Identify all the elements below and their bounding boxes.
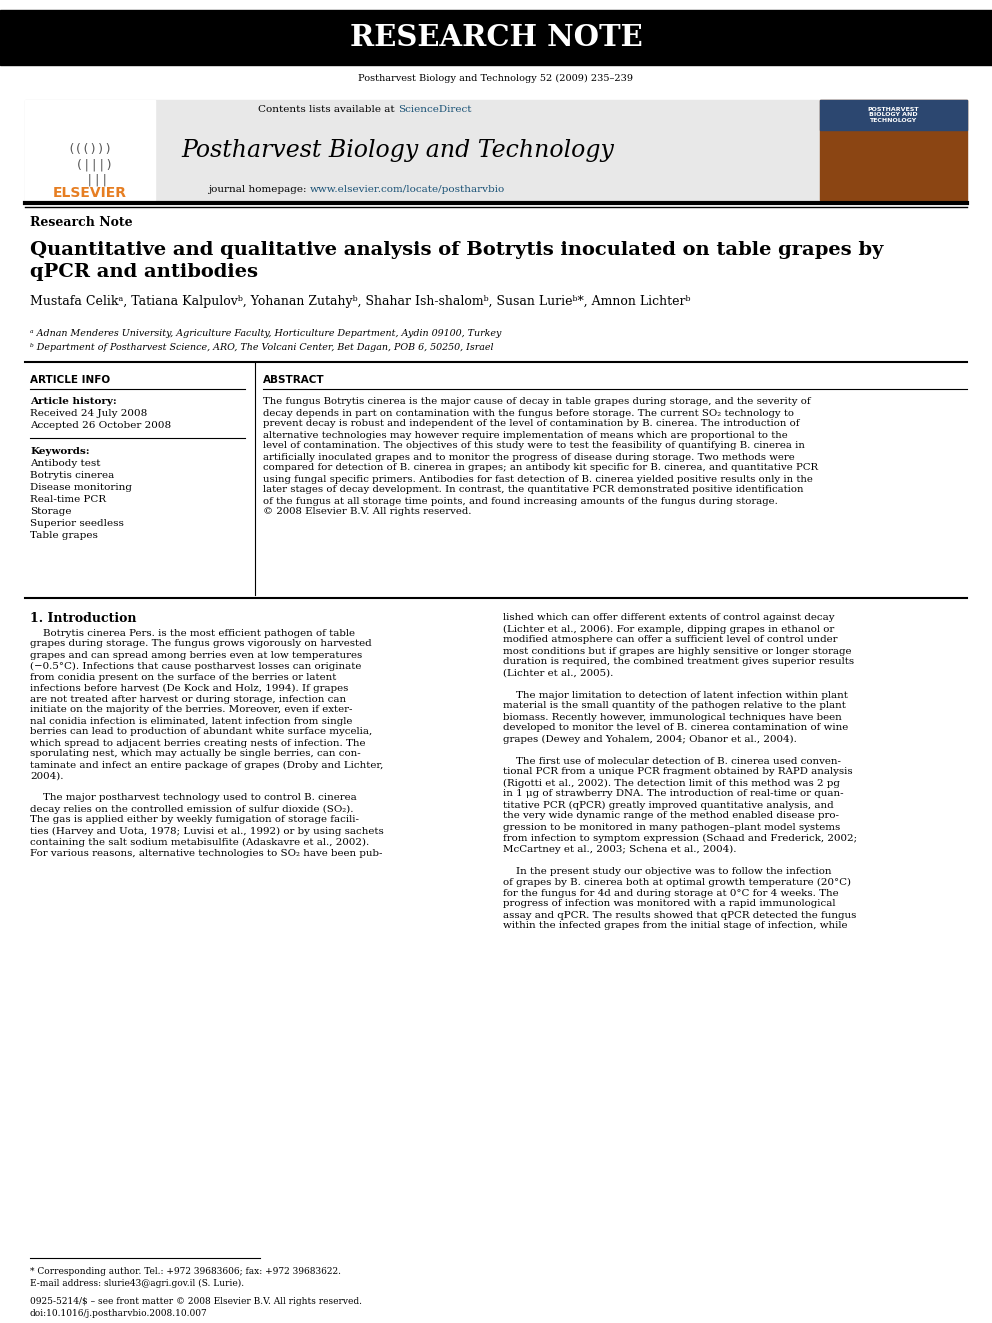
Text: using fungal specific primers. Antibodies for fast detection of B. cinerea yield: using fungal specific primers. Antibodie… — [263, 475, 812, 483]
Bar — [0, 11, 992, 65]
Text: titative PCR (qPCR) greatly improved quantitative analysis, and: titative PCR (qPCR) greatly improved qua… — [503, 800, 833, 810]
Text: grapes (Dewey and Yohalem, 2004; Obanor et al., 2004).: grapes (Dewey and Yohalem, 2004; Obanor … — [503, 734, 797, 744]
Text: POSTHARVEST
BIOLOGY AND
TECHNOLOGY: POSTHARVEST BIOLOGY AND TECHNOLOGY — [867, 107, 919, 123]
Text: sporulating nest, which may actually be single berries, can con-: sporulating nest, which may actually be … — [30, 750, 361, 758]
Text: (Lichter et al., 2006). For example, dipping grapes in ethanol or: (Lichter et al., 2006). For example, dip… — [503, 624, 834, 634]
Text: gression to be monitored in many pathogen–plant model systems: gression to be monitored in many pathoge… — [503, 823, 840, 831]
Text: compared for detection of B. cinerea in grapes; an antibody kit specific for B. : compared for detection of B. cinerea in … — [263, 463, 818, 472]
Text: Table grapes: Table grapes — [30, 532, 98, 541]
Text: Contents lists available at: Contents lists available at — [258, 106, 398, 115]
Text: Quantitative and qualitative analysis of Botrytis inoculated on table grapes by: Quantitative and qualitative analysis of… — [30, 241, 883, 259]
Text: Mustafa Celikᵃ, Tatiana Kalpulovᵇ, Yohanan Zutahyᵇ, Shahar Ish-shalomᵇ, Susan Lu: Mustafa Celikᵃ, Tatiana Kalpulovᵇ, Yohan… — [30, 295, 690, 308]
Text: 1. Introduction: 1. Introduction — [30, 611, 137, 624]
Text: of the fungus at all storage time points, and found increasing amounts of the fu: of the fungus at all storage time points… — [263, 496, 778, 505]
Text: For various reasons, alternative technologies to SO₂ have been pub-: For various reasons, alternative technol… — [30, 848, 383, 857]
Text: level of contamination. The objectives of this study were to test the feasibilit: level of contamination. The objectives o… — [263, 442, 805, 451]
Text: Botrytis cinerea: Botrytis cinerea — [30, 471, 114, 480]
Text: ARTICLE INFO: ARTICLE INFO — [30, 374, 110, 385]
Text: Disease monitoring: Disease monitoring — [30, 483, 132, 492]
Text: Received 24 July 2008: Received 24 July 2008 — [30, 410, 147, 418]
Text: lished which can offer different extents of control against decay: lished which can offer different extents… — [503, 614, 834, 623]
Text: nal conidia infection is eliminated, latent infection from single: nal conidia infection is eliminated, lat… — [30, 717, 352, 725]
Text: decay relies on the controlled emission of sulfur dioxide (SO₂).: decay relies on the controlled emission … — [30, 804, 353, 814]
Text: ᵇ Department of Postharvest Science, ARO, The Volcani Center, Bet Dagan, POB 6, : ᵇ Department of Postharvest Science, ARO… — [30, 343, 493, 352]
Text: grapes during storage. The fungus grows vigorously on harvested: grapes during storage. The fungus grows … — [30, 639, 372, 648]
Text: Real-time PCR: Real-time PCR — [30, 496, 106, 504]
Text: The fungus Botrytis cinerea is the major cause of decay in table grapes during s: The fungus Botrytis cinerea is the major… — [263, 397, 810, 406]
Text: from conidia present on the surface of the berries or latent: from conidia present on the surface of t… — [30, 672, 336, 681]
Text: E-mail address: slurie43@agri.gov.il (S. Lurie).: E-mail address: slurie43@agri.gov.il (S.… — [30, 1278, 244, 1287]
Text: (Rigotti et al., 2002). The detection limit of this method was 2 pg: (Rigotti et al., 2002). The detection li… — [503, 778, 840, 787]
Text: 0925-5214/$ – see front matter © 2008 Elsevier B.V. All rights reserved.: 0925-5214/$ – see front matter © 2008 El… — [30, 1298, 362, 1307]
Text: RESEARCH NOTE: RESEARCH NOTE — [349, 24, 643, 53]
Text: alternative technologies may however require implementation of means which are p: alternative technologies may however req… — [263, 430, 788, 439]
Text: grapes and can spread among berries even at low temperatures: grapes and can spread among berries even… — [30, 651, 362, 659]
Text: The gas is applied either by weekly fumigation of storage facili-: The gas is applied either by weekly fumi… — [30, 815, 359, 824]
Text: developed to monitor the level of B. cinerea contamination of wine: developed to monitor the level of B. cin… — [503, 724, 848, 733]
Text: Research Note: Research Note — [30, 216, 133, 229]
Text: ties (Harvey and Uota, 1978; Luvisi et al., 1992) or by using sachets: ties (Harvey and Uota, 1978; Luvisi et a… — [30, 827, 384, 836]
Text: journal homepage:: journal homepage: — [208, 185, 310, 194]
Text: Storage: Storage — [30, 508, 71, 516]
Bar — [25, 101, 967, 200]
Text: initiate on the majority of the berries. Moreover, even if exter-: initiate on the majority of the berries.… — [30, 705, 352, 714]
Text: most conditions but if grapes are highly sensitive or longer storage: most conditions but if grapes are highly… — [503, 647, 851, 655]
Text: doi:10.1016/j.postharvbio.2008.10.007: doi:10.1016/j.postharvbio.2008.10.007 — [30, 1308, 207, 1318]
Text: Accepted 26 October 2008: Accepted 26 October 2008 — [30, 422, 172, 430]
Text: Postharvest Biology and Technology 52 (2009) 235–239: Postharvest Biology and Technology 52 (2… — [358, 74, 634, 82]
Text: The major postharvest technology used to control B. cinerea: The major postharvest technology used to… — [30, 794, 357, 803]
Text: 2004).: 2004). — [30, 771, 63, 781]
Text: modified atmosphere can offer a sufficient level of control under: modified atmosphere can offer a sufficie… — [503, 635, 837, 644]
Text: © 2008 Elsevier B.V. All rights reserved.: © 2008 Elsevier B.V. All rights reserved… — [263, 508, 471, 516]
Text: (Lichter et al., 2005).: (Lichter et al., 2005). — [503, 668, 613, 677]
Text: ELSEVIER: ELSEVIER — [53, 187, 127, 200]
Text: progress of infection was monitored with a rapid immunological: progress of infection was monitored with… — [503, 900, 835, 909]
Text: Article history:: Article history: — [30, 397, 117, 406]
Text: www.elsevier.com/locate/postharvbio: www.elsevier.com/locate/postharvbio — [310, 185, 505, 194]
Text: the very wide dynamic range of the method enabled disease pro-: the very wide dynamic range of the metho… — [503, 811, 839, 820]
Text: ABSTRACT: ABSTRACT — [263, 374, 324, 385]
Text: material is the small quantity of the pathogen relative to the plant: material is the small quantity of the pa… — [503, 701, 846, 710]
Text: ᵃ Adnan Menderes University, Agriculture Faculty, Horticulture Department, Aydin: ᵃ Adnan Menderes University, Agriculture… — [30, 329, 501, 339]
Text: for the fungus for 4d and during storage at 0°C for 4 weeks. The: for the fungus for 4d and during storage… — [503, 889, 838, 897]
Text: Antibody test: Antibody test — [30, 459, 100, 468]
Text: McCartney et al., 2003; Schena et al., 2004).: McCartney et al., 2003; Schena et al., 2… — [503, 844, 736, 853]
Text: are not treated after harvest or during storage, infection can: are not treated after harvest or during … — [30, 695, 346, 704]
Text: assay and qPCR. The results showed that qPCR detected the fungus: assay and qPCR. The results showed that … — [503, 910, 856, 919]
Text: ScienceDirect: ScienceDirect — [398, 106, 471, 115]
Text: within the infected grapes from the initial stage of infection, while: within the infected grapes from the init… — [503, 922, 847, 930]
Text: ((()))
 (|||)
  |||: ((())) (|||) ||| — [67, 143, 112, 187]
Text: containing the salt sodium metabisulfite (Adaskavre et al., 2002).: containing the salt sodium metabisulfite… — [30, 837, 369, 847]
Text: qPCR and antibodies: qPCR and antibodies — [30, 263, 258, 280]
Text: infections before harvest (De Kock and Holz, 1994). If grapes: infections before harvest (De Kock and H… — [30, 684, 348, 692]
Text: decay depends in part on contamination with the fungus before storage. The curre: decay depends in part on contamination w… — [263, 409, 794, 418]
Text: in 1 μg of strawberry DNA. The introduction of real-time or quan-: in 1 μg of strawberry DNA. The introduct… — [503, 790, 843, 799]
Text: later stages of decay development. In contrast, the quantitative PCR demonstrate: later stages of decay development. In co… — [263, 486, 804, 495]
Text: tional PCR from a unique PCR fragment obtained by RAPD analysis: tional PCR from a unique PCR fragment ob… — [503, 767, 853, 777]
Text: taminate and infect an entire package of grapes (Droby and Lichter,: taminate and infect an entire package of… — [30, 761, 383, 770]
Text: from infection to symptom expression (Schaad and Frederick, 2002;: from infection to symptom expression (Sc… — [503, 833, 857, 843]
Text: * Corresponding author. Tel.: +972 39683606; fax: +972 39683622.: * Corresponding author. Tel.: +972 39683… — [30, 1266, 341, 1275]
Text: of grapes by B. cinerea both at optimal growth temperature (20°C): of grapes by B. cinerea both at optimal … — [503, 877, 851, 886]
Text: duration is required, the combined treatment gives superior results: duration is required, the combined treat… — [503, 658, 854, 667]
Bar — [820, 101, 967, 130]
Text: In the present study our objective was to follow the infection: In the present study our objective was t… — [503, 867, 831, 876]
Text: biomass. Recently however, immunological techniques have been: biomass. Recently however, immunological… — [503, 713, 842, 721]
Text: (−0.5°C). Infections that cause postharvest losses can originate: (−0.5°C). Infections that cause postharv… — [30, 662, 361, 671]
Text: The major limitation to detection of latent infection within plant: The major limitation to detection of lat… — [503, 691, 848, 700]
Text: Botrytis cinerea Pers. is the most efficient pathogen of table: Botrytis cinerea Pers. is the most effic… — [30, 628, 355, 638]
Text: artificially inoculated grapes and to monitor the progress of disease during sto: artificially inoculated grapes and to mo… — [263, 452, 795, 462]
Text: berries can lead to production of abundant white surface mycelia,: berries can lead to production of abunda… — [30, 728, 372, 737]
Text: Superior seedless: Superior seedless — [30, 520, 124, 528]
Text: Keywords:: Keywords: — [30, 446, 89, 455]
Bar — [25, 101, 155, 200]
Text: prevent decay is robust and independent of the level of contamination by B. cine: prevent decay is robust and independent … — [263, 419, 800, 429]
Text: which spread to adjacent berries creating nests of infection. The: which spread to adjacent berries creatin… — [30, 738, 365, 747]
Text: Postharvest Biology and Technology: Postharvest Biology and Technology — [182, 139, 614, 161]
Bar — [820, 101, 967, 200]
Text: The first use of molecular detection of B. cinerea used conven-: The first use of molecular detection of … — [503, 757, 841, 766]
